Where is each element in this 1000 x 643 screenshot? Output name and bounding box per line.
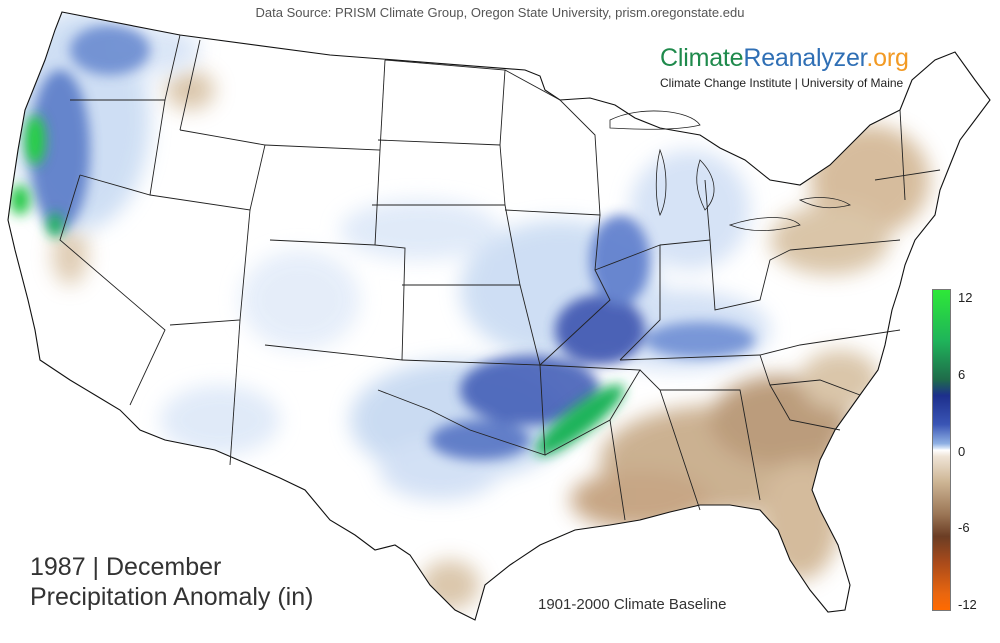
state-boundaries bbox=[7, 11, 991, 621]
anomaly-field bbox=[10, 12, 930, 610]
legend-tick-minus6: -6 bbox=[958, 520, 970, 535]
map-title-line1: 1987 | December bbox=[30, 553, 222, 581]
legend-tick-minus12: -12 bbox=[958, 597, 977, 612]
map-title-line2: Precipitation Anomaly (in) bbox=[30, 583, 314, 611]
great-lakes bbox=[609, 110, 851, 231]
legend-tick-6: 6 bbox=[958, 367, 966, 382]
brand-part-reanalyzer: Reanalyzer bbox=[743, 44, 867, 72]
legend-tick-0: 0 bbox=[958, 444, 966, 459]
baseline-label: 1901-2000 Climate Baseline bbox=[538, 596, 727, 613]
legend-color-bar bbox=[932, 289, 951, 611]
dry-anomaly-layer bbox=[52, 70, 930, 610]
map-title: 1987 | December Precipitation Anomaly (i… bbox=[30, 552, 313, 612]
wet-anomaly-strong bbox=[30, 25, 755, 460]
brand-title: ClimateReanalyzer.org bbox=[660, 44, 909, 72]
brand-part-climate: Climate bbox=[660, 44, 744, 72]
brand-subtitle: Climate Change Institute | University of… bbox=[660, 76, 904, 90]
wet-anomaly-extreme bbox=[10, 115, 625, 456]
legend-tick-12: 12 bbox=[958, 290, 973, 305]
brand-logo: ClimateReanalyzer.org Climate Change Ins… bbox=[660, 44, 909, 90]
brand-part-org: .org bbox=[866, 44, 909, 72]
data-source-text: Data Source: PRISM Climate Group, Oregon… bbox=[255, 5, 745, 20]
